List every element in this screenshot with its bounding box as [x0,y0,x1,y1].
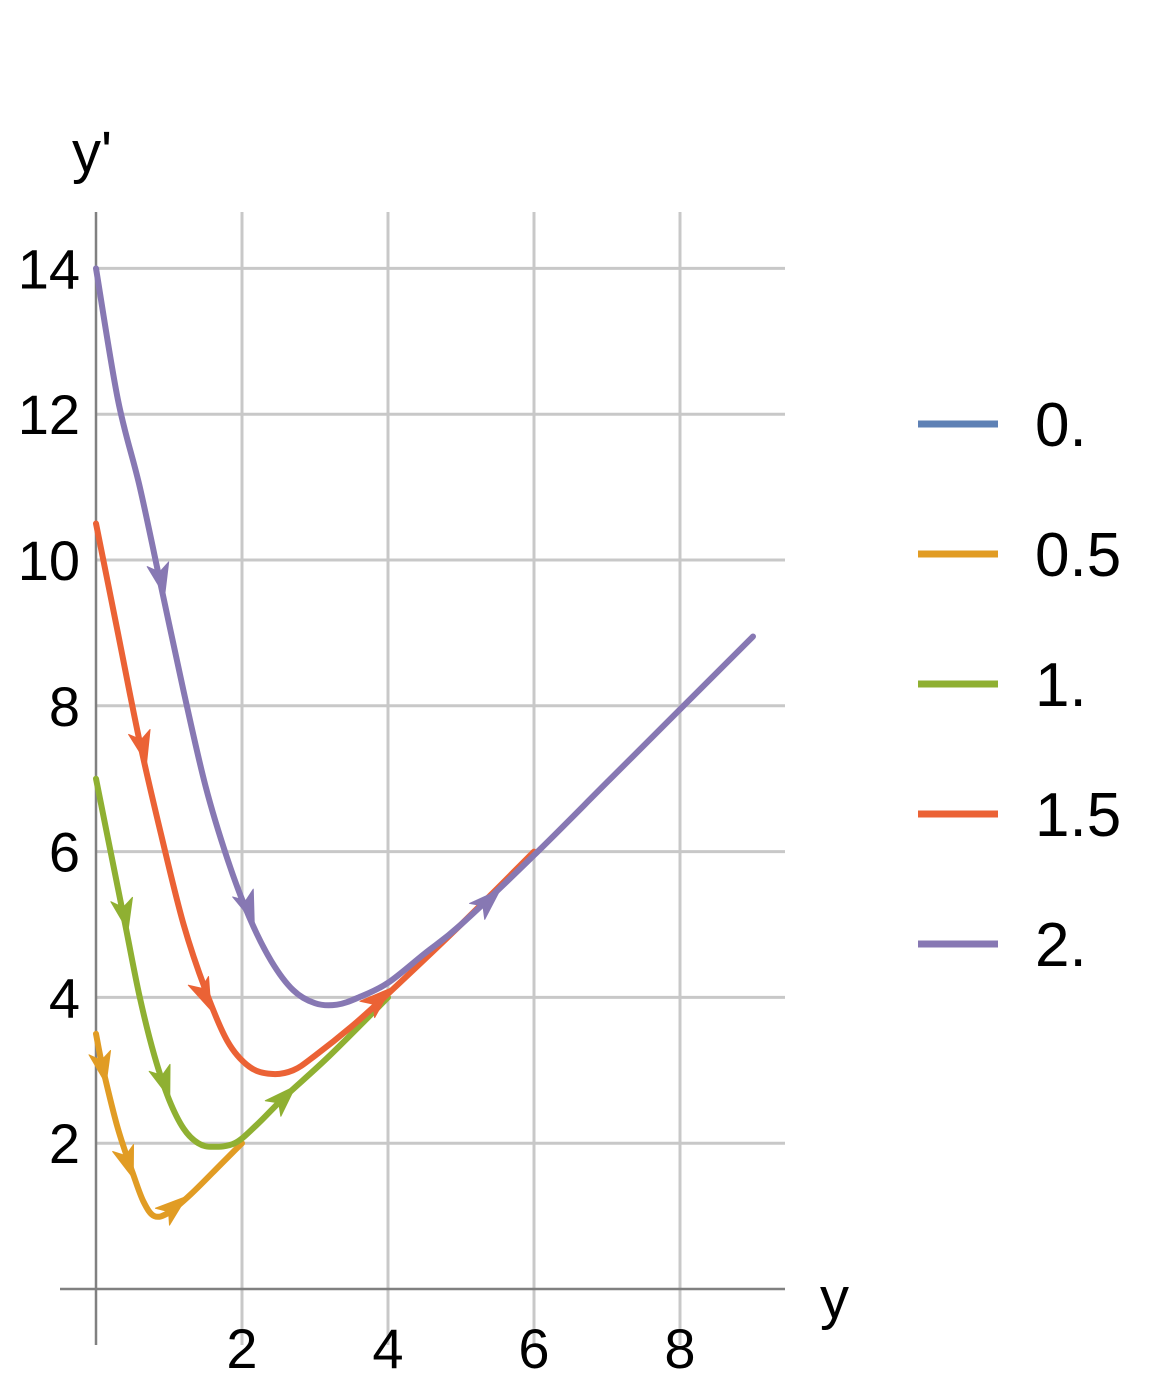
arrow-head [469,888,501,920]
x-tick-label: 4 [372,1317,403,1380]
series-line-1 [93,1030,245,1220]
legend-label-2: 1. [1035,651,1087,720]
flow-arrow-4-0 [146,561,170,597]
y-tick-label: 12 [18,383,80,446]
arrow-head [88,1049,112,1085]
series-layer [88,265,756,1226]
arrow-head [359,987,392,1019]
legend: 0. 0.5 1. 1.5 2. [918,391,1121,980]
arrow-head [154,1195,188,1226]
legend-label-1: 0.5 [1035,521,1121,590]
x-tick-label: 8 [664,1317,695,1380]
flow-arrow-2-2 [264,1085,297,1117]
flow-arrow-1-1 [112,1144,135,1179]
arrow-head [264,1085,297,1117]
arrow-head [128,728,151,764]
legend-label-4: 2. [1035,911,1087,980]
y-tick-label: 14 [18,237,80,300]
arrow-head [112,1144,135,1179]
y-tick-label: 4 [49,966,80,1029]
series-line-4 [93,265,756,1009]
y-tick-label: 2 [49,1112,80,1175]
legend-label-0: 0. [1035,391,1087,460]
arrow-head [232,888,255,924]
x-tick-label: 2 [226,1317,257,1380]
flow-arrow-1-2 [154,1195,188,1226]
arrow-head [187,976,212,1011]
flow-arrow-3-0 [128,728,151,764]
tick-labels: 2 4 6 8 2 4 6 8 10 12 14 [18,237,696,1380]
y-tick-label: 10 [18,529,80,592]
series-line-3 [93,520,537,1078]
flow-arrow-2-0 [110,896,133,932]
grid-lines [96,212,785,1345]
x-axis-label: y [820,1266,849,1331]
y-axis-label: y' [72,120,112,185]
flow-arrow-1-0 [88,1049,112,1085]
arrow-head [110,896,133,932]
axes [60,212,785,1345]
flow-arrow-4-1 [232,888,255,924]
legend-label-3: 1.5 [1035,781,1121,850]
arrow-head [146,561,170,597]
x-tick-label: 6 [518,1317,549,1380]
y-tick-label: 8 [49,675,80,738]
arrow-head [148,1063,171,1099]
flow-arrow-2-1 [148,1063,171,1099]
flow-arrow-4-2 [469,888,501,920]
flow-arrow-3-1 [187,976,212,1011]
flow-arrow-3-2 [359,987,392,1019]
y-tick-label: 6 [49,821,80,884]
